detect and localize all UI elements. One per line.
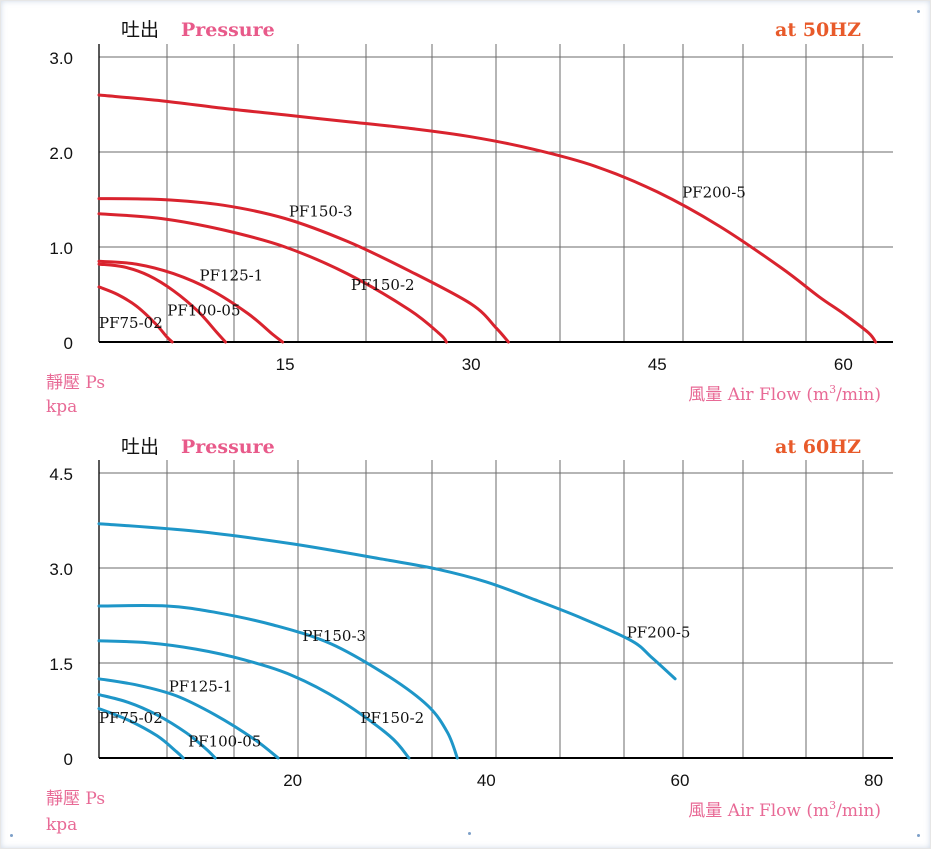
x-tick-label: 30 [462, 355, 481, 374]
series-line-pf200-5 [97, 522, 677, 681]
title-cn: 吐出 [121, 436, 159, 458]
corner-dot-bottom-left [10, 834, 13, 837]
x-tick-label: 80 [864, 771, 883, 790]
title-en: Pressure [181, 19, 275, 41]
grid [98, 44, 893, 342]
y-tick-label: 1.5 [49, 655, 73, 674]
y-axis-label: 靜壓 Ps [46, 373, 105, 393]
series-label-pf150-3: PF150-3 [302, 627, 366, 645]
frequency-label: at 50HZ [775, 19, 861, 41]
x-axis-label-suffix: /min) [836, 385, 881, 405]
y-axis-unit: kpa [46, 397, 77, 417]
grid [98, 460, 893, 758]
series-label-pf150-2: PF150-2 [360, 709, 424, 727]
series-line-pf150-3 [97, 604, 459, 760]
y-tick-label: 1.0 [49, 239, 73, 258]
y-tick-label: 0 [64, 750, 73, 769]
bottom-center-dot [468, 832, 471, 835]
x-tick-label: 45 [648, 355, 667, 374]
series-label-pf125-1: PF125-1 [199, 266, 263, 284]
series-label-pf200-5: PF200-5 [627, 624, 691, 642]
y-tick-label: 2.0 [49, 144, 73, 163]
series-line-pf200-5 [97, 93, 878, 344]
series-label-pf200-5: PF200-5 [682, 184, 746, 202]
x-tick-label: 40 [477, 771, 496, 790]
series-label-pf150-3: PF150-3 [289, 203, 353, 221]
frequency-label: at 60HZ [775, 436, 861, 458]
x-axis-label: 風量 Air Flow (m3/min) [688, 799, 881, 821]
y-tick-label: 3.0 [49, 560, 73, 579]
series-line-pf150-3 [97, 197, 510, 344]
y-axis-label: 靜壓 Ps [46, 789, 105, 809]
title-cn: 吐出 [121, 19, 159, 41]
series-line-pf125-1 [97, 259, 285, 344]
x-tick-label: 60 [834, 355, 853, 374]
chart-1: 吐出 Pressure at 50HZ 0 1.0 2.0 3.0 15 30 45 60 靜壓 Ps… [46, 19, 893, 417]
title-en: Pressure [181, 436, 275, 458]
series-label-pf100-05: PF100-05 [188, 733, 261, 751]
series-label-pf150-2: PF150-2 [351, 276, 415, 294]
corner-dot-top-right [917, 10, 920, 13]
series-line-pf75-02 [97, 707, 185, 760]
x-axis-label-sup: 3 [829, 383, 836, 396]
series-label-pf100-05: PF100-05 [167, 301, 240, 319]
series-label-pf75-02: PF75-02 [99, 314, 163, 332]
series-line-pf125-1 [97, 677, 280, 760]
x-axis-label-suffix: /min) [836, 801, 881, 821]
x-axis-label-prefix: 風量 Air Flow (m [688, 801, 829, 821]
series-line-pf150-2 [97, 212, 448, 344]
y-tick-label: 0 [64, 334, 73, 353]
x-axis-label-sup: 3 [829, 799, 836, 812]
series-line-pf100-05 [97, 262, 227, 344]
x-tick-label: 20 [283, 771, 302, 790]
series-line-pf75-02 [97, 285, 174, 344]
y-tick-label: 3.0 [49, 49, 73, 68]
series-line-pf100-05 [97, 693, 217, 760]
chart-2: 吐出 Pressure at 60HZ 0 1.5 3.0 4.5 20 40 60 80 靜壓 Ps… [46, 436, 893, 835]
y-tick-label: 4.5 [49, 465, 73, 484]
series-label-pf75-02: PF75-02 [99, 709, 163, 727]
corner-dot-bottom-right [917, 834, 920, 837]
series-label-pf125-1: PF125-1 [169, 678, 233, 696]
x-axis-label-prefix: 風量 Air Flow (m [688, 385, 829, 405]
x-axis-label: 風量 Air Flow (m3/min) [688, 383, 881, 405]
series-line-pf150-2 [97, 639, 411, 760]
y-axis-unit: kpa [46, 815, 77, 835]
x-tick-label: 15 [276, 355, 295, 374]
x-tick-label: 60 [671, 771, 690, 790]
